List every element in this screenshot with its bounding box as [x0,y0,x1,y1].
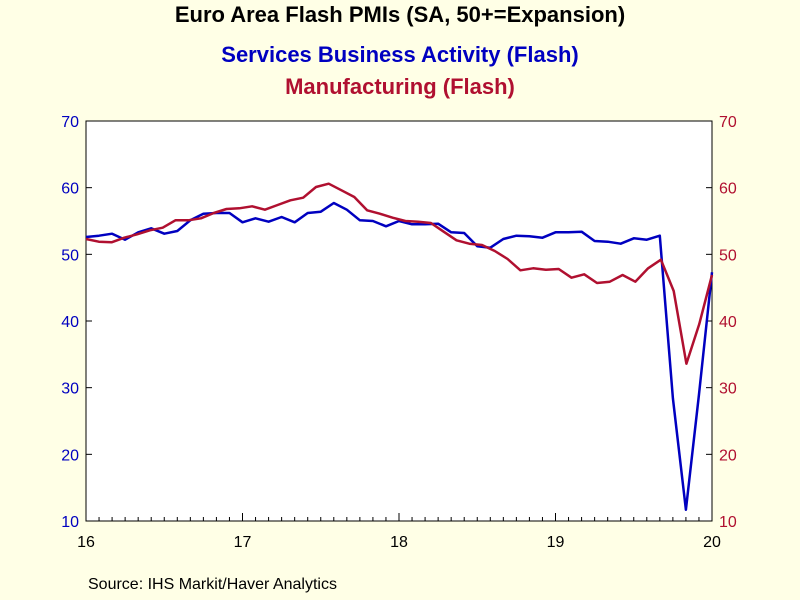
y-tick-label-right: 10 [719,514,737,531]
y-tick-label-right: 60 [719,181,737,198]
x-tick-label: 16 [77,534,95,551]
y-tick-label-left: 10 [61,514,79,531]
y-tick-label-left: 30 [61,381,79,398]
chart-title: Euro Area Flash PMIs (SA, 50+=Expansion) [174,2,626,27]
y-tick-label-left: 20 [61,447,79,464]
y-tick-label-right: 70 [719,114,737,131]
x-tick-label: 18 [390,534,408,551]
y-tick-label-right: 20 [719,447,737,464]
x-tick-label: 20 [703,534,721,551]
x-tick-label: 17 [234,534,252,551]
series-line-manufacturing [85,182,714,365]
y-tick-label-left: 70 [61,114,79,131]
y-tick-label-right: 40 [719,314,737,331]
y-tick-label-right: 50 [719,247,737,264]
source-note: Source: IHS Markit/Haver Analytics [88,576,337,593]
plot-area [85,120,713,522]
y-tick-label-left: 40 [61,314,79,331]
x-tick-label: 19 [547,534,565,551]
series-title-services: Services Business Activity (Flash) [221,42,579,67]
y-tick-label-right: 30 [719,381,737,398]
y-tick-label-left: 60 [61,181,79,198]
y-tick-label-left: 50 [61,247,79,264]
series-title-manufacturing: Manufacturing (Flash) [285,74,515,99]
